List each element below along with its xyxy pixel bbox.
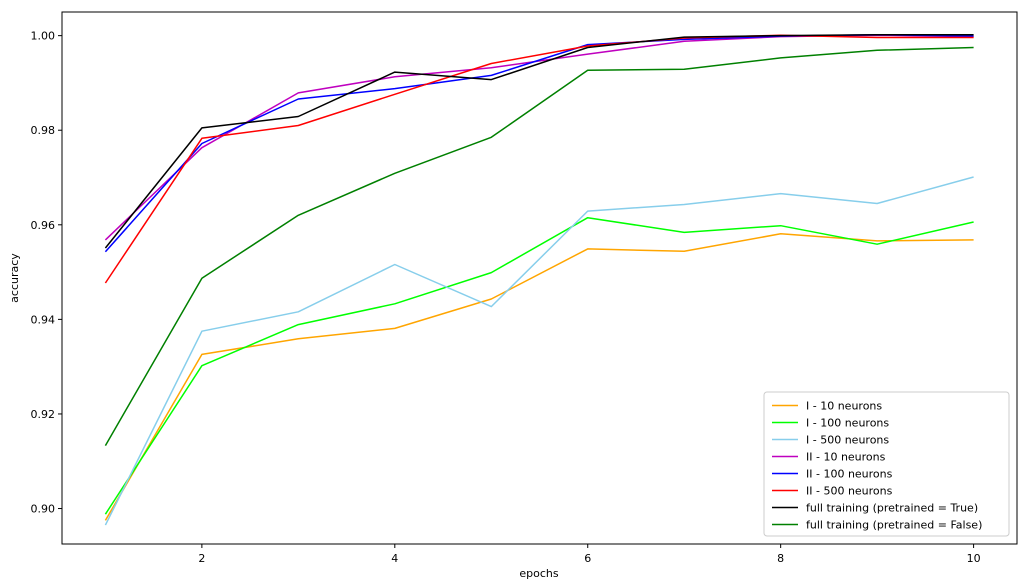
series-line-2 <box>104 176 974 526</box>
series-line-6 <box>104 33 974 249</box>
x-tick-label: 8 <box>777 552 784 565</box>
series-line-0 <box>104 233 974 521</box>
x-tick-label: 10 <box>967 552 981 565</box>
legend-entry-label: I - 10 neurons <box>806 400 882 413</box>
x-tick-label: 6 <box>584 552 591 565</box>
legend-entry-label: full training (pretrained = False) <box>806 519 982 532</box>
legend: I - 10 neurons I - 100 neurons I - 500 neu… <box>763 391 1010 537</box>
legend-entry-label: full training (pretrained = True) <box>806 502 978 515</box>
legend-entry-label: I - 500 neurons <box>806 434 889 447</box>
y-axis: 0.90 0.92 0.94 0.96 0.98 1.00 <box>31 30 62 516</box>
legend-entry-label: II - 500 neurons <box>806 485 893 498</box>
y-axis-label: accuracy <box>8 253 21 303</box>
series-line-1 <box>104 216 974 515</box>
series-lines <box>104 33 974 526</box>
series-line-7 <box>104 46 974 446</box>
series-line-5 <box>104 34 974 284</box>
legend-entry-label: I - 100 neurons <box>806 417 889 430</box>
y-tick-label: 0.98 <box>31 124 56 137</box>
x-tick-label: 2 <box>198 552 205 565</box>
y-tick-label: 0.90 <box>31 503 56 516</box>
y-tick-label: 0.96 <box>31 219 56 232</box>
legend-entry-label: II - 10 neurons <box>806 451 886 464</box>
y-tick-label: 0.92 <box>31 408 56 421</box>
x-tick-label: 4 <box>391 552 398 565</box>
x-axis-label: epochs <box>519 567 558 580</box>
x-axis: 2 4 6 8 10 <box>198 544 981 565</box>
y-tick-label: 0.94 <box>31 313 56 326</box>
legend-box <box>763 391 1010 537</box>
legend-entry-label: II - 100 neurons <box>806 468 893 481</box>
y-tick-label: 1.00 <box>31 30 56 43</box>
